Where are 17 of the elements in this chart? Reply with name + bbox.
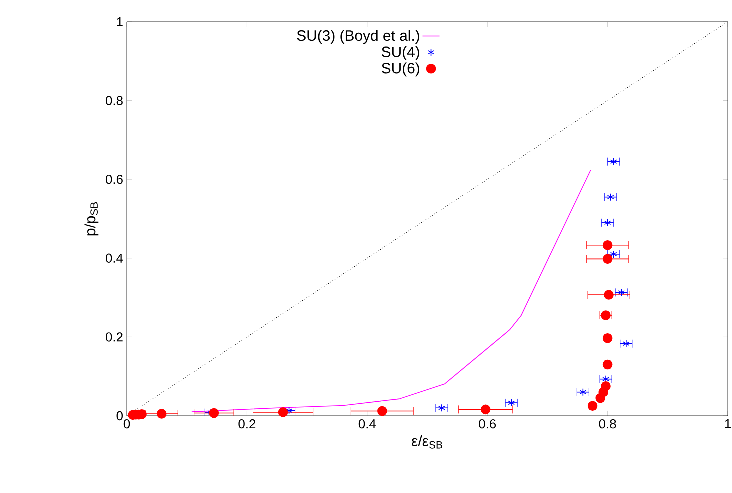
x-axis-title: ε/ε$_{SB}$ bbox=[412, 436, 442, 449]
x-tick-label: 0.2 bbox=[238, 420, 256, 429]
x-tick-label: 0 bbox=[124, 420, 130, 429]
y-tick-label: 0.6 bbox=[106, 175, 123, 184]
y-axis-title: p/p$_{SB}$ bbox=[84, 202, 99, 236]
legend-label: SU(6) bbox=[382, 62, 420, 77]
x-tick-label: 0.8 bbox=[599, 420, 616, 429]
x-tick-label: 1 bbox=[725, 420, 731, 428]
y-tick-label: 1 bbox=[117, 18, 123, 26]
legend-label: SU(4) bbox=[382, 46, 420, 60]
legend-label: SU(3) (Boyd et al.) bbox=[297, 30, 420, 44]
x-tick-label: 0.4 bbox=[358, 420, 376, 429]
x-tick-label: 0.6 bbox=[479, 420, 496, 429]
y-tick-label: 0.2 bbox=[106, 332, 123, 342]
y-tick-label: 0.8 bbox=[106, 96, 123, 106]
y-tick-label: 0.4 bbox=[106, 254, 124, 263]
y-tick-label: 0 bbox=[116, 411, 123, 421]
